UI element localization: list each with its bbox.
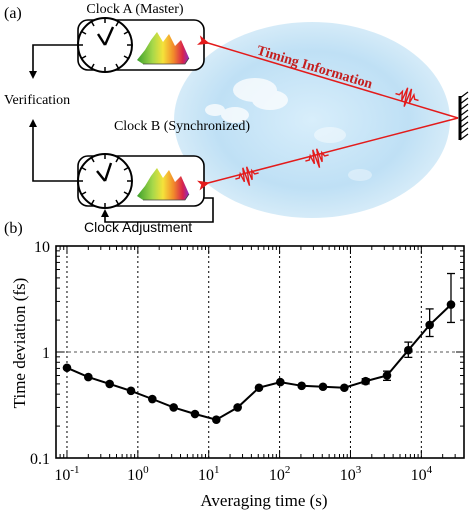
tick-labels: 10-1 100 101 102 103 104 0.1 1 10	[30, 239, 433, 484]
series-line	[66, 303, 452, 421]
x-tick-label: 10-1	[54, 464, 79, 484]
x-axis-label: Averaging time (s)	[200, 491, 327, 510]
data-point	[254, 383, 264, 393]
data-point	[425, 320, 434, 330]
data-point	[233, 403, 242, 412]
data-point	[105, 379, 114, 389]
x-tick-label: 100	[127, 464, 149, 484]
x-tick-label: 101	[198, 464, 220, 484]
cloud-shape	[205, 78, 372, 181]
data-point	[126, 386, 136, 396]
panel-b-label: (b)	[4, 220, 23, 237]
timing-beam-upper	[196, 35, 459, 119]
data-point	[190, 409, 200, 419]
data-point	[62, 363, 72, 373]
pulse-icon	[395, 87, 419, 107]
data-point	[361, 376, 370, 386]
panel-a: (a) Clock A (Master)	[4, 2, 469, 235]
x-tick-label: 102	[269, 464, 291, 484]
data-point	[84, 372, 93, 382]
clock-icon	[77, 17, 133, 73]
data-point	[212, 415, 221, 424]
data-point	[276, 377, 285, 387]
data-point	[318, 382, 328, 392]
data-point	[340, 383, 349, 393]
adjustment-connector	[101, 197, 214, 223]
data-point	[446, 300, 456, 309]
data-series	[62, 272, 456, 424]
data-point	[382, 371, 392, 380]
data-point	[148, 394, 157, 404]
mirror-icon	[458, 91, 469, 141]
y-tick-label: 10	[34, 239, 50, 256]
data-point	[297, 381, 306, 391]
y-tick-label: 1	[42, 345, 50, 362]
x-tick-label: 103	[340, 464, 362, 484]
adjustment-label: Clock Adjustment	[84, 219, 192, 235]
data-point	[404, 345, 413, 355]
clock-b-label: Clock B (Synchronized)	[114, 119, 250, 134]
pulse-icon	[305, 148, 329, 168]
verification-label: Verification	[4, 93, 70, 108]
y-tick-label: 0.1	[30, 451, 50, 468]
panel-a-label: (a)	[4, 5, 22, 22]
clock-a-label: Clock A (Master)	[86, 2, 184, 17]
panel-b: (b) 10-1 100 101 102 103 104 0.1 1 10 Time devia…	[4, 220, 465, 510]
pulse-icon	[235, 166, 259, 186]
verification-connector	[29, 44, 78, 182]
data-point	[169, 403, 178, 412]
x-tick-label: 104	[411, 464, 433, 484]
spectrum-icon	[137, 32, 190, 65]
plot-frame	[55, 245, 465, 459]
y-axis-label: Time deviation (fs)	[10, 278, 29, 409]
spectrum-icon	[137, 168, 190, 201]
clock-icon	[77, 153, 133, 209]
